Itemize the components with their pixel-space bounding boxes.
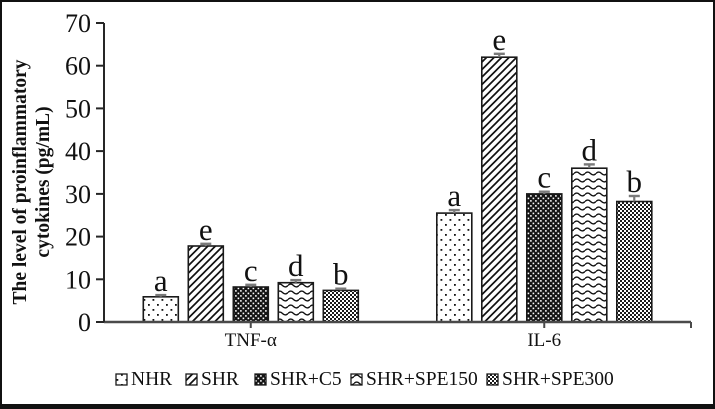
- y-tick-label: 30: [65, 180, 91, 209]
- sig-letter: a: [447, 178, 461, 213]
- sig-letter: c: [537, 160, 551, 195]
- y-axis-title-line1: The level of proinflammatory: [10, 59, 31, 304]
- sig-letter: e: [492, 22, 506, 57]
- bar-SHR+SPE300-TNF-α: [322, 289, 360, 323]
- bar-SHR+SPE150-IL-6: [570, 167, 608, 323]
- x-category-label: TNF-α: [225, 330, 277, 351]
- y-tick-label: 40: [65, 137, 91, 166]
- sig-letter: d: [582, 132, 598, 167]
- sig-letter: c: [244, 253, 258, 288]
- bar-SHR+SPE150-TNF-α: [277, 281, 315, 323]
- legend-swatch-SHR+C5: [254, 373, 267, 386]
- sig-letter: b: [333, 257, 349, 292]
- bar-SHR-IL-6: [480, 56, 518, 323]
- y-tick-label: 0: [78, 308, 91, 337]
- y-tick-label: 20: [65, 223, 91, 252]
- legend-label: SHR+SPE150: [366, 369, 478, 390]
- y-tick-label: 70: [65, 9, 91, 38]
- axes-group: [96, 22, 692, 328]
- sig-letter: b: [627, 164, 643, 199]
- sig-letter: e: [199, 212, 213, 247]
- legend-swatch-SHR+SPE150: [350, 373, 363, 386]
- bar-SHR-TNF-α: [187, 245, 225, 323]
- bar-SHR+C5-TNF-α: [232, 286, 270, 323]
- legend: NHR SHR SHR+C5 SHR+SPE150 SHR+SPE300: [115, 369, 614, 390]
- y-axis-title-line2: cytokines (pg/mL): [33, 106, 54, 257]
- legend-label: SHR: [201, 369, 239, 390]
- legend-swatch-NHR: [115, 373, 128, 386]
- bar-SHR+C5-IL-6: [525, 193, 563, 323]
- legend-swatch-SHR: [185, 373, 198, 386]
- bar-SHR+SPE300-IL-6: [615, 200, 653, 323]
- bars-group: [142, 56, 653, 323]
- bar-NHR-TNF-α: [142, 295, 180, 323]
- x-category-label: IL-6: [527, 330, 561, 351]
- y-tick-label: 50: [65, 94, 91, 123]
- legend-label: SHR+C5: [270, 369, 342, 390]
- legend-swatch-SHR+SPE300: [486, 373, 499, 386]
- legend-label: NHR: [131, 369, 172, 390]
- y-tick-label: 60: [65, 52, 91, 81]
- sig-letter: a: [154, 263, 168, 298]
- y-tick-label: 10: [65, 265, 91, 294]
- error-bars-group: [155, 52, 640, 297]
- legend-label: SHR+SPE300: [502, 369, 614, 390]
- sig-letter: d: [288, 248, 304, 283]
- bar-NHR-IL-6: [435, 212, 473, 323]
